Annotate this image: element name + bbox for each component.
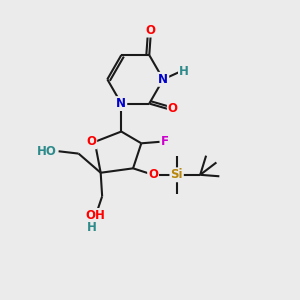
Text: N: N xyxy=(158,73,168,86)
Text: N: N xyxy=(116,97,126,110)
Text: H: H xyxy=(87,221,97,234)
Text: H: H xyxy=(179,65,189,79)
Text: O: O xyxy=(86,135,96,148)
Text: OH: OH xyxy=(86,209,106,222)
Text: HO: HO xyxy=(37,145,57,158)
Text: F: F xyxy=(161,135,169,148)
Text: O: O xyxy=(148,168,158,181)
Text: Si: Si xyxy=(170,168,183,181)
Text: O: O xyxy=(146,24,156,37)
Text: O: O xyxy=(168,102,178,116)
